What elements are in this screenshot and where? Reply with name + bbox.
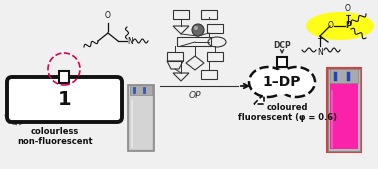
Ellipse shape [277, 67, 315, 97]
Text: N: N [127, 37, 133, 45]
Text: DCP: DCP [273, 41, 291, 50]
Bar [207, 24, 223, 33]
Bar [201, 10, 217, 19]
Bar [173, 10, 189, 19]
Text: O: O [105, 11, 111, 20]
Polygon shape [254, 94, 264, 104]
Text: colourless
non-fluorescent: colourless non-fluorescent [17, 127, 93, 146]
Bar [130, 85, 152, 95]
FancyBboxPatch shape [7, 77, 122, 122]
Ellipse shape [249, 67, 287, 97]
Circle shape [192, 24, 204, 36]
Text: N: N [317, 48, 323, 57]
Bar [167, 52, 183, 61]
Circle shape [194, 26, 198, 30]
Text: 1: 1 [58, 90, 71, 109]
Bar [128, 85, 154, 151]
Bar [201, 70, 217, 79]
Bar [327, 68, 361, 152]
Bar [330, 83, 358, 149]
Text: O: O [345, 4, 351, 13]
Text: O: O [327, 21, 333, 30]
Text: coloured
fluorescent (φ = 0.6): coloured fluorescent (φ = 0.6) [237, 103, 336, 122]
Bar [177, 37, 211, 46]
Bar [130, 95, 152, 149]
Bar [207, 52, 223, 61]
Ellipse shape [306, 12, 374, 40]
Text: 1–DP: 1–DP [263, 75, 301, 89]
Text: OP: OP [189, 91, 201, 100]
Bar [277, 57, 287, 67]
Text: P: P [345, 21, 351, 30]
Bar [59, 71, 69, 83]
Bar [330, 69, 358, 83]
Ellipse shape [272, 69, 292, 95]
Bar [328, 69, 360, 151]
